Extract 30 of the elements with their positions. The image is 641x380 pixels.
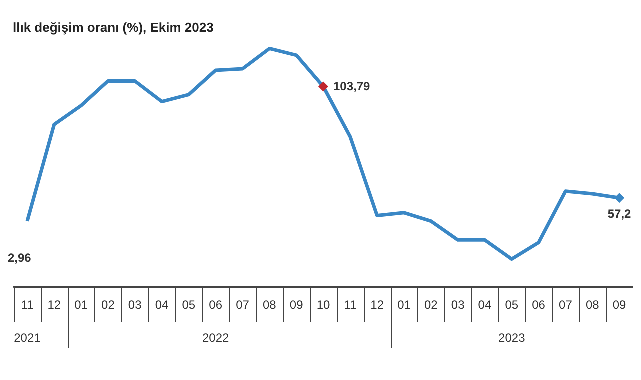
text: 2022 <box>202 331 230 345</box>
chart-title: llık değişim oranı (%), Ekim 2023 <box>13 20 214 35</box>
text: 2021 <box>14 331 42 345</box>
x-tick-label: 02 <box>424 298 438 312</box>
x-tick-label: 10 <box>316 298 330 312</box>
x-tick-label: 04 <box>478 298 492 312</box>
x-tick-label: 09 <box>290 298 304 312</box>
x-tick-label: 03 <box>128 298 142 312</box>
x-tick-label: 01 <box>74 298 88 312</box>
annotation: 2,96 <box>8 251 32 265</box>
x-tick-label: 02 <box>102 298 116 312</box>
x-tick-label: 01 <box>398 298 412 312</box>
data-label: 103,79 <box>334 80 371 94</box>
text: 2023 <box>498 331 526 345</box>
x-tick-label: 08 <box>586 298 600 312</box>
x-tick-label: 09 <box>612 298 627 312</box>
x-tick-label: 07 <box>559 298 573 312</box>
x-tick-label: 04 <box>155 298 170 312</box>
x-tick-label: 12 <box>370 298 384 312</box>
x-tick-label: 03 <box>451 298 466 312</box>
data-label: 57,2 <box>608 207 632 222</box>
x-tick-label: 06 <box>532 298 546 312</box>
x-tick-label: 08 <box>262 298 277 312</box>
x-tick-label: 06 <box>209 298 223 312</box>
x-tick-label: 05 <box>505 298 519 312</box>
x-tick-label: 11 <box>344 298 357 312</box>
x-tick-label: 07 <box>236 298 250 312</box>
x-tick-label: 05 <box>182 298 196 312</box>
x-tick-label: 12 <box>48 298 62 312</box>
x-tick-label: 11 <box>21 298 34 312</box>
